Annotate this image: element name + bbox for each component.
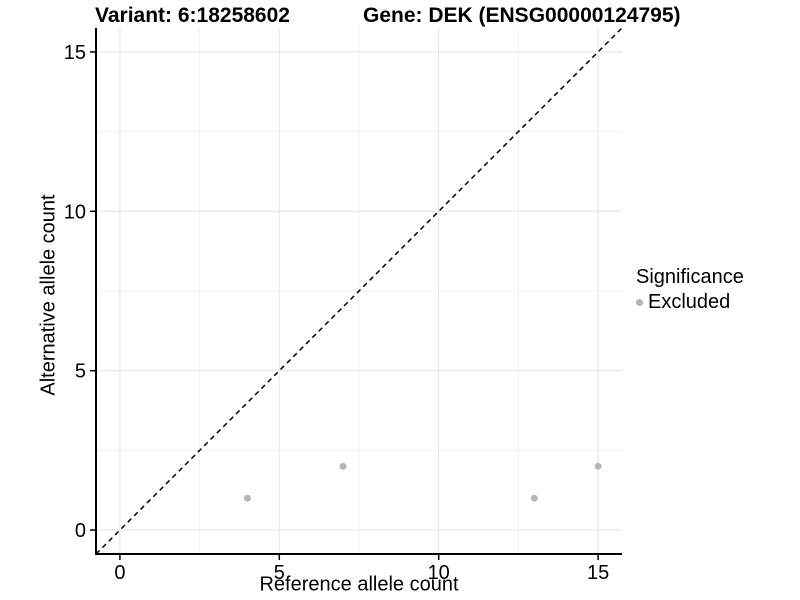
data-point xyxy=(530,494,538,502)
plot-title-gene: Gene: DEK (ENSG00000124795) xyxy=(363,4,681,27)
legend-title: Significance xyxy=(636,266,744,288)
legend-point-icon xyxy=(636,299,643,306)
y-tick-label: 5 xyxy=(75,361,86,383)
y-axis-label: Alternative allele count xyxy=(37,194,60,396)
legend: Significance Excluded xyxy=(636,266,744,314)
x-axis-label: Reference allele count xyxy=(259,573,459,596)
legend-item: Excluded xyxy=(636,291,744,314)
x-tick-label: 10 xyxy=(428,562,450,584)
legend-item-label: Excluded xyxy=(648,291,731,313)
data-point xyxy=(594,462,602,470)
x-tick-label: 15 xyxy=(587,562,609,584)
y-tick-label: 10 xyxy=(64,201,86,223)
y-tick-label: 15 xyxy=(64,42,86,64)
x-tick-label: 0 xyxy=(114,562,125,584)
data-point xyxy=(339,462,347,470)
plot-title-variant: Variant: 6:18258602 xyxy=(95,4,290,27)
x-tick-label: 5 xyxy=(274,562,285,584)
data-point xyxy=(243,494,251,502)
identity-dashed-line xyxy=(95,27,623,555)
y-tick-label: 0 xyxy=(75,520,86,542)
